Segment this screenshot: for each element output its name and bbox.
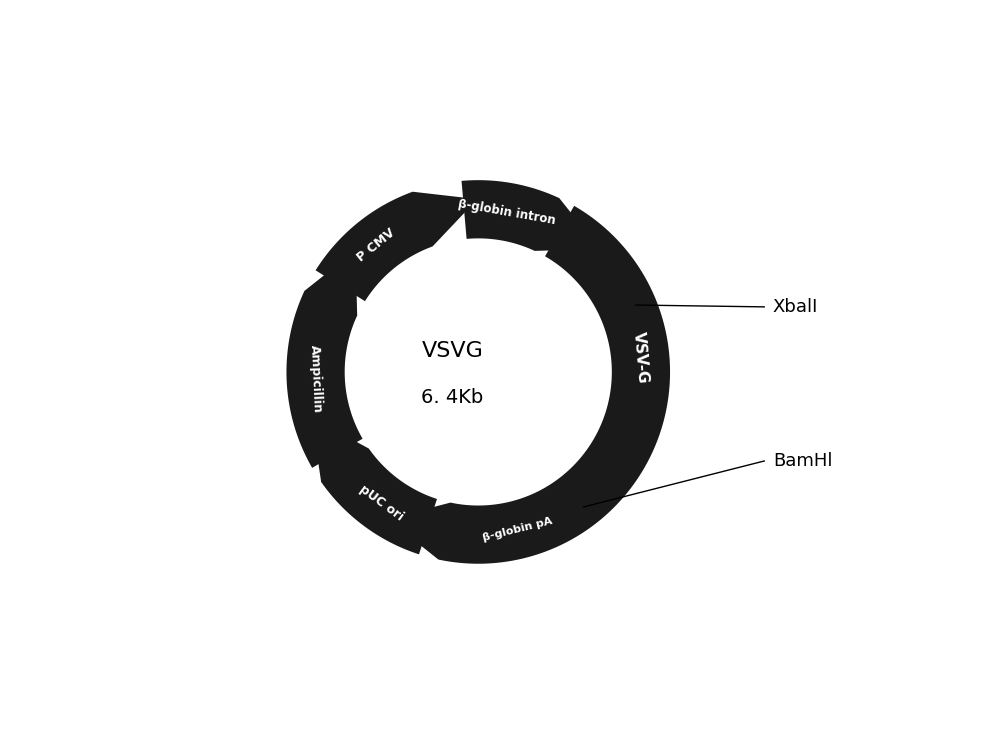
Text: BamHl: BamHl bbox=[773, 452, 832, 470]
Polygon shape bbox=[462, 180, 600, 251]
Polygon shape bbox=[387, 475, 602, 564]
Text: 6. 4Kb: 6. 4Kb bbox=[421, 388, 484, 407]
Polygon shape bbox=[316, 191, 477, 301]
Polygon shape bbox=[538, 206, 670, 534]
Text: XbalI: XbalI bbox=[773, 298, 818, 316]
Text: pUC ori: pUC ori bbox=[357, 482, 406, 523]
Text: β-globin intron: β-globin intron bbox=[457, 197, 556, 226]
Polygon shape bbox=[312, 417, 437, 554]
Text: β-globin pA: β-globin pA bbox=[482, 516, 554, 543]
Polygon shape bbox=[286, 250, 363, 468]
Text: VSV-G: VSV-G bbox=[631, 331, 650, 384]
Text: Ampicillin: Ampicillin bbox=[308, 345, 324, 413]
Text: P CMV: P CMV bbox=[354, 226, 397, 264]
Text: VSVG: VSVG bbox=[422, 341, 484, 361]
